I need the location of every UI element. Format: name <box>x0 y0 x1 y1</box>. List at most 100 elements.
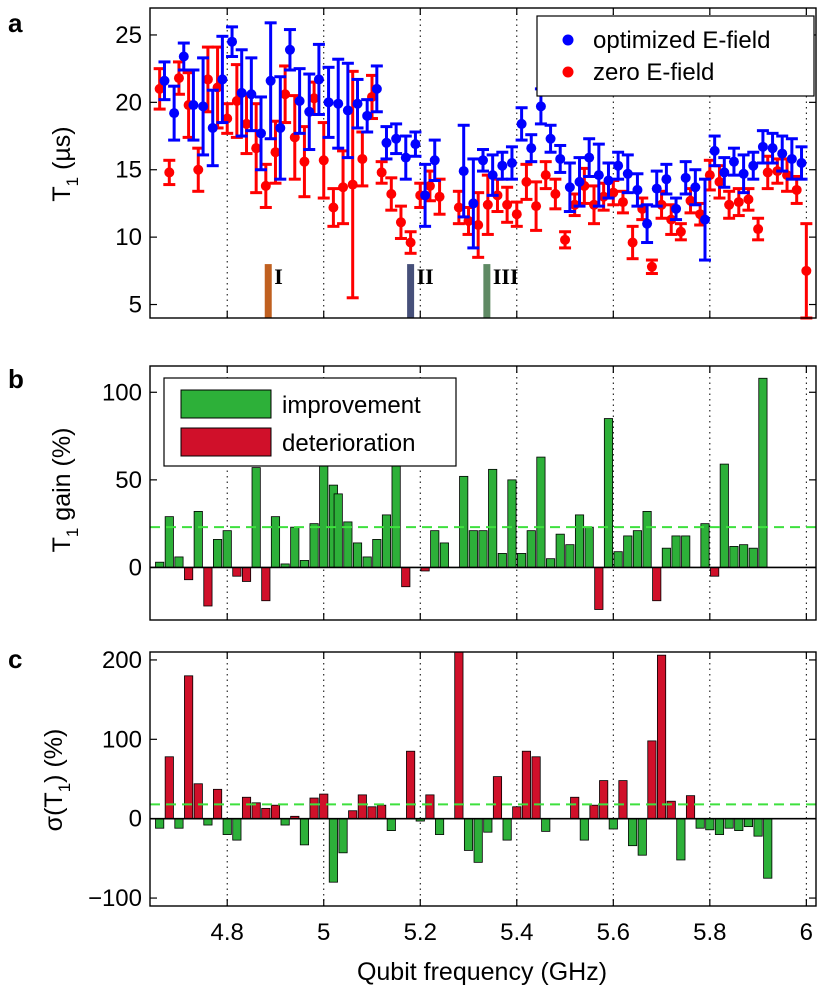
bar <box>599 780 609 820</box>
bar <box>623 535 633 568</box>
panel-letter-b: b <box>8 364 24 394</box>
x-tick-label: 5.4 <box>500 919 533 946</box>
bar <box>541 818 551 832</box>
data-point <box>617 197 628 208</box>
panel-c-ytick-label: 0 <box>129 806 142 833</box>
data-point <box>294 96 305 106</box>
panel-b-ylabel: T1 gain (%) <box>48 428 82 553</box>
data-point <box>791 184 802 195</box>
data-point <box>526 143 537 154</box>
data-point <box>207 122 218 133</box>
data-point <box>478 155 488 166</box>
data-point <box>251 143 262 154</box>
data-point <box>222 113 233 124</box>
bar <box>705 818 715 831</box>
bar <box>473 818 483 863</box>
bar <box>497 553 507 568</box>
data-point <box>540 170 551 181</box>
legend-b-deterioration-swatch <box>180 427 272 457</box>
data-point <box>719 167 730 178</box>
panel-letter-a: a <box>8 8 23 38</box>
bar <box>439 542 449 568</box>
data-point <box>603 175 614 186</box>
bar <box>203 567 213 607</box>
x-axis-label: Qubit frequency (GHz) <box>357 958 607 986</box>
data-point <box>482 199 493 210</box>
bar <box>507 479 517 568</box>
data-point <box>782 170 793 181</box>
panel-a-ytick-label: 5 <box>129 292 142 319</box>
bar <box>753 818 763 837</box>
panel-c-frame <box>149 651 817 907</box>
data-point <box>613 160 624 171</box>
data-point <box>463 215 474 226</box>
data-point <box>193 164 204 175</box>
bar <box>343 521 353 568</box>
data-point <box>458 166 469 177</box>
bar <box>164 516 174 568</box>
data-point <box>584 152 595 163</box>
data-point <box>169 108 180 119</box>
panel-c-ylabel: σ(T1) (%) <box>40 729 74 832</box>
data-point <box>690 182 701 193</box>
bar <box>512 806 522 820</box>
panel-a-ytick-label: 15 <box>115 157 142 184</box>
data-point <box>487 170 498 181</box>
bar <box>299 560 309 568</box>
x-tick-label: 4.8 <box>211 919 244 946</box>
bar <box>367 806 377 820</box>
bar <box>435 818 445 835</box>
data-point <box>164 167 175 178</box>
data-point <box>328 202 339 213</box>
data-point <box>555 153 566 164</box>
panel-c-ytick-label: 200 <box>102 647 142 674</box>
data-point <box>593 170 604 181</box>
bar <box>526 530 536 568</box>
bar <box>261 807 271 820</box>
data-point <box>284 44 295 55</box>
data-point <box>159 75 170 86</box>
bar <box>459 475 469 568</box>
panel-b-ytick-label: 50 <box>115 467 142 494</box>
data-point <box>231 96 242 106</box>
data-point <box>767 143 778 154</box>
data-point <box>550 189 561 199</box>
data-point <box>632 184 643 195</box>
bar <box>603 418 614 568</box>
data-point <box>757 141 768 152</box>
data-point <box>395 217 406 228</box>
data-point <box>531 201 542 212</box>
data-point <box>608 187 619 198</box>
data-point <box>323 97 334 108</box>
data-point <box>309 93 320 104</box>
data-point <box>424 180 435 191</box>
bar <box>203 818 213 826</box>
legend-a-optimized-marker <box>562 34 574 46</box>
marker-bar-II <box>407 264 415 318</box>
bar <box>406 750 416 820</box>
data-point <box>468 198 479 209</box>
data-point <box>357 153 368 164</box>
bar <box>628 818 638 847</box>
bar <box>401 567 411 588</box>
legend-b-improvement-label: improvement <box>282 392 421 419</box>
data-point <box>347 179 358 190</box>
data-point <box>420 190 431 201</box>
panel-a-ytick-label: 25 <box>115 22 142 49</box>
bar <box>352 542 363 568</box>
bar <box>463 818 474 851</box>
bar <box>676 818 686 861</box>
data-point <box>564 182 575 193</box>
bar <box>270 804 281 820</box>
marker-label-I: I <box>274 264 283 289</box>
data-point <box>516 118 527 129</box>
data-point <box>352 98 363 109</box>
data-point <box>700 214 710 225</box>
data-point <box>651 183 662 194</box>
bar <box>372 539 382 568</box>
panel-a-frame <box>149 7 817 319</box>
data-point <box>299 156 310 167</box>
marker-label-III: III <box>493 264 519 289</box>
